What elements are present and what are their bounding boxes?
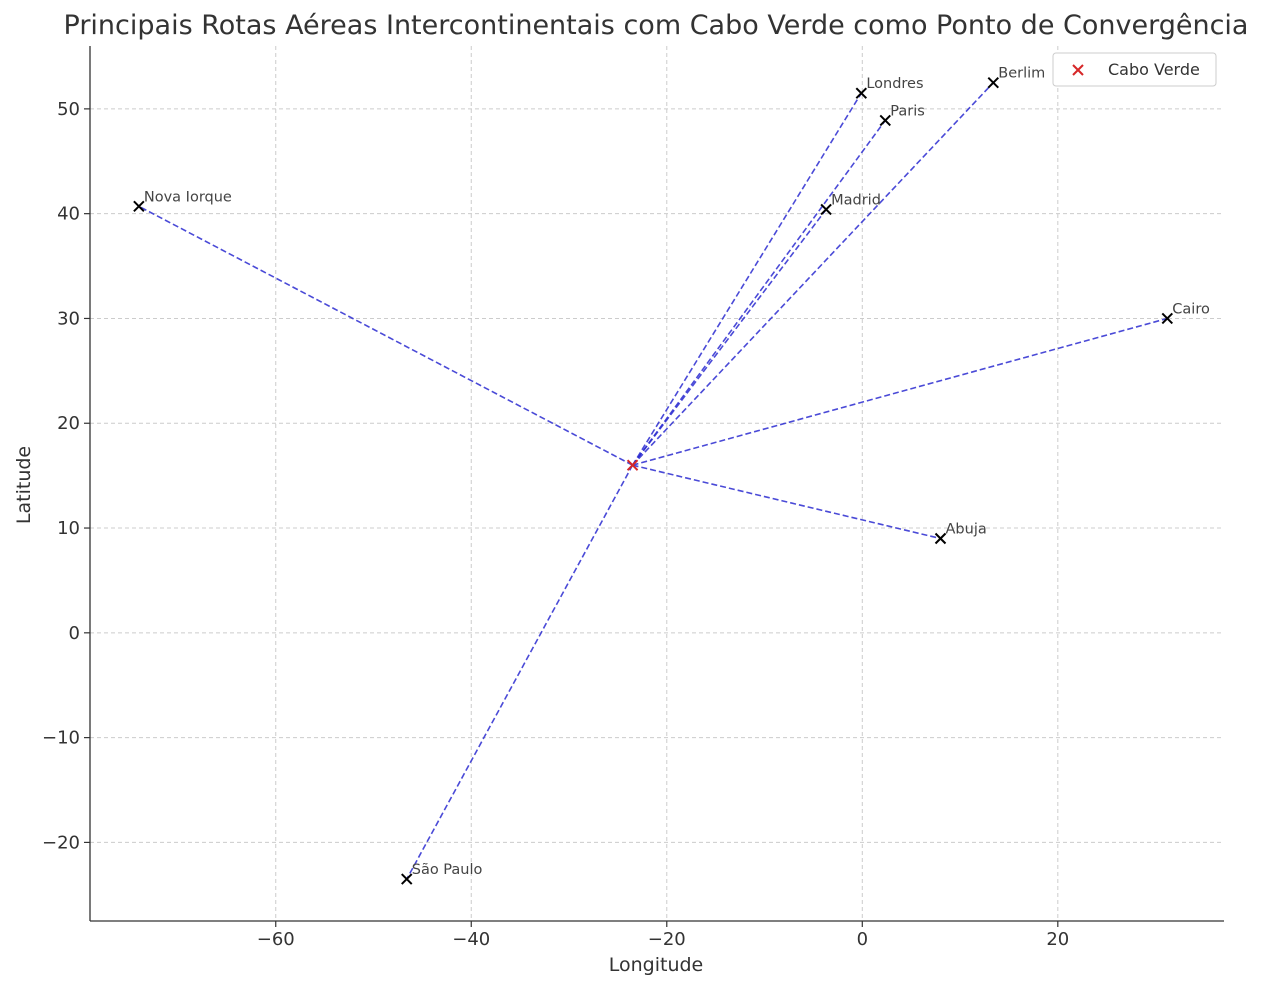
x-tick-label: −60 <box>257 929 295 950</box>
city-label-londres: Londres <box>866 76 923 92</box>
chart-title: Principais Rotas Aéreas Intercontinentai… <box>64 10 1249 41</box>
city-label-paris: Paris <box>890 103 925 119</box>
marker-stroke <box>879 114 891 127</box>
marker-stroke <box>820 203 832 216</box>
legend-marker-x <box>1072 64 1084 76</box>
city-label-abuja: Abuja <box>946 522 987 538</box>
x-axis-label: Longitude <box>609 954 704 976</box>
route-line-cairo <box>632 317 1168 466</box>
y-tick-label: −20 <box>42 832 80 853</box>
y-tick-label: 50 <box>57 99 80 120</box>
y-tick-label: 0 <box>69 623 80 644</box>
city-label-madrid: Madrid <box>831 192 881 208</box>
route-lines <box>138 82 1168 880</box>
x-tick-label: 20 <box>1046 929 1069 950</box>
marker-stroke <box>1072 64 1084 76</box>
legend-label-cabo-verde: Cabo Verde <box>1108 60 1200 79</box>
marker-stroke <box>626 459 639 471</box>
route-line-londres <box>631 92 862 466</box>
grid-lines <box>90 46 1224 921</box>
x-tick-label: −40 <box>452 929 490 950</box>
y-tick-label: 40 <box>57 204 80 225</box>
marker-stroke <box>855 87 868 99</box>
city-marker-paris <box>879 114 891 127</box>
x-tick-label: 0 <box>857 929 868 950</box>
city-label-berlim: Berlim <box>998 66 1045 82</box>
axes: −60 −40 −20 0 20 −20 −10 0 10 20 30 40 50 <box>42 46 1224 950</box>
city-marker-cairo <box>1161 312 1174 325</box>
legend: Cabo Verde <box>1052 52 1217 87</box>
city-marker-londres <box>855 87 868 99</box>
marker-stroke <box>1161 312 1174 325</box>
route-line-sao-paulo <box>406 464 634 880</box>
city-labels: Nova Iorque Londres Paris Berlim Madrid Cairo… <box>144 66 1210 878</box>
city-marker-abuja <box>934 532 947 545</box>
city-marker-madrid <box>820 203 832 216</box>
marker-stroke <box>934 532 947 545</box>
city-label-cairo: Cairo <box>1172 301 1210 317</box>
marker-stroke <box>401 873 413 885</box>
legend-hub-marker <box>1072 64 1084 76</box>
y-tick-label: 10 <box>57 518 80 539</box>
route-line-abuja <box>632 464 941 540</box>
hub-marker-cabo-verde <box>626 459 639 471</box>
y-axis-label: Latitude <box>13 446 35 524</box>
y-tick-label: 30 <box>57 308 80 329</box>
route-line-berlim <box>631 82 994 466</box>
route-line-nova-iorque <box>138 205 633 466</box>
legend-box <box>1052 52 1217 87</box>
marker-stroke <box>987 76 999 89</box>
y-tick-label: 20 <box>57 413 80 434</box>
city-label-sao-paulo: São Paulo <box>412 862 483 878</box>
x-tick-label: −20 <box>648 929 686 950</box>
city-marker-nova-iorque <box>133 200 145 213</box>
route-line-madrid <box>631 208 827 466</box>
city-markers <box>133 76 1174 885</box>
y-tick-label: −10 <box>42 728 80 749</box>
city-marker-sao-paulo <box>401 873 413 885</box>
route-line-paris <box>631 119 886 466</box>
marker-stroke <box>133 200 145 213</box>
city-label-nova-iorque: Nova Iorque <box>144 189 232 205</box>
city-marker-berlim <box>987 76 999 89</box>
